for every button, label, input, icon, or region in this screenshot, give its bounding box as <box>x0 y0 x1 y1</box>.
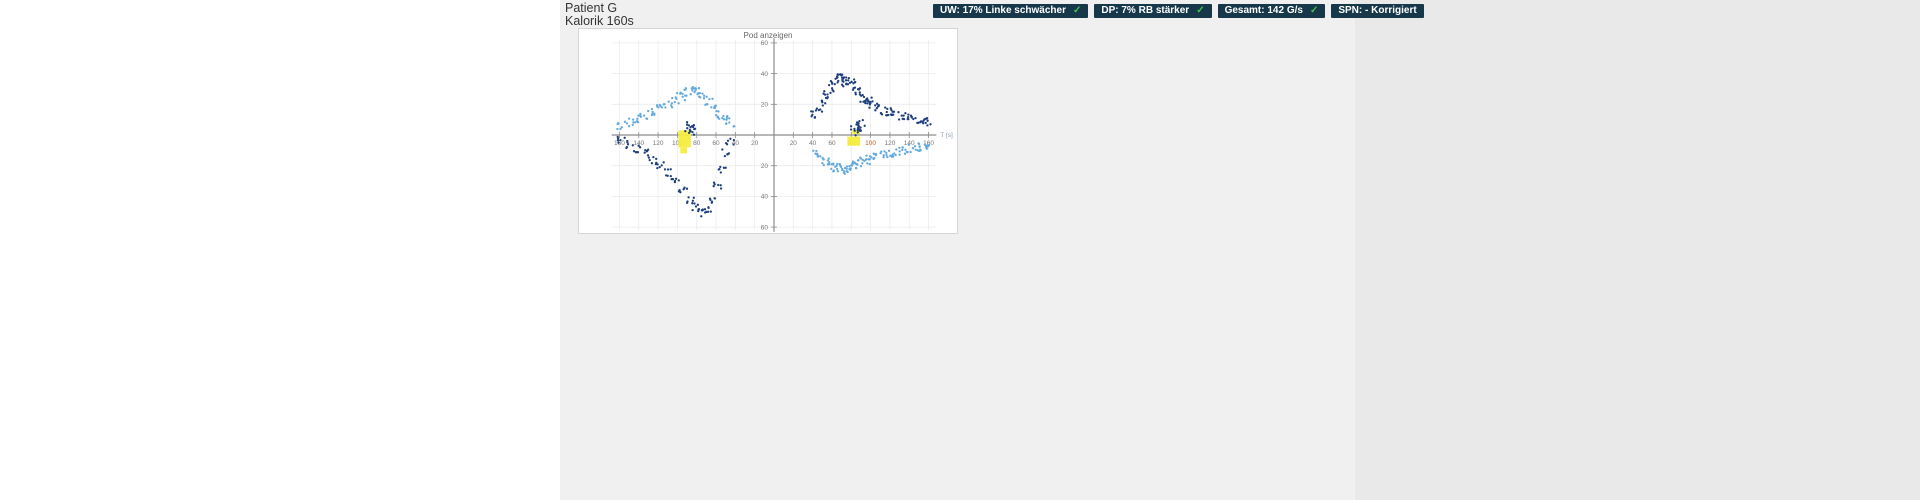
svg-text:80: 80 <box>693 140 701 147</box>
svg-text:40: 40 <box>761 71 769 78</box>
svg-text:60: 60 <box>828 140 836 147</box>
status-badge-3[interactable]: SPN: - Korrigiert <box>1331 4 1424 18</box>
badge-label: Gesamt: 142 G/s <box>1224 5 1303 16</box>
pod-panel: Pod anzeigen1601401201008060402020406080… <box>578 28 958 234</box>
patient-name: Patient G <box>565 1 618 15</box>
badge-label: UW: 17% Linke schwächer <box>940 5 1066 16</box>
check-icon: ✓ <box>1196 5 1205 16</box>
scatter-series-rechts-kalt <box>616 86 736 131</box>
status-badge-2[interactable]: Gesamt: 142 G/s ✓ <box>1217 4 1326 18</box>
check-icon: ✓ <box>1309 5 1319 16</box>
svg-text:160: 160 <box>923 140 934 147</box>
culmination-marker <box>678 130 691 148</box>
svg-text:100: 100 <box>672 140 683 147</box>
svg-text:40: 40 <box>732 140 740 147</box>
pod-plot[interactable]: 1601401201008060402020406080100120140160… <box>579 29 957 233</box>
status-badge-0[interactable]: UW: 17% Linke schwächer ✓ <box>933 4 1089 18</box>
svg-text:20: 20 <box>751 140 759 147</box>
exam-title: Kalorik 160s <box>565 14 634 28</box>
svg-text:20: 20 <box>761 102 769 109</box>
scatter-series-culmination-left <box>684 121 697 136</box>
svg-text:20: 20 <box>790 140 798 147</box>
svg-text:60: 60 <box>761 40 769 47</box>
svg-text:140: 140 <box>904 140 915 147</box>
svg-text:60: 60 <box>712 140 720 147</box>
badge-label: DP: 7% RB stärker <box>1101 5 1190 16</box>
desktop-background <box>1355 0 1920 500</box>
scatter-series-links-warm <box>810 73 932 127</box>
svg-text:40: 40 <box>761 194 769 201</box>
caloric-report-area: Patient G Kalorik 160s UW: 17% Linke sch… <box>560 0 1424 500</box>
report-header: Patient G Kalorik 160s <box>565 2 634 28</box>
svg-text:40: 40 <box>809 140 817 147</box>
scatter-series-links-kalt <box>812 142 931 175</box>
scatter-series-rechts-warm <box>616 135 736 218</box>
svg-text:60: 60 <box>761 224 769 231</box>
svg-text:120: 120 <box>884 140 895 147</box>
status-badge-1[interactable]: DP: 7% RB stärker ✓ <box>1094 4 1212 18</box>
result-badges: UW: 17% Linke schwächer ✓ DP: 7% RB stärke… <box>933 4 1424 18</box>
svg-text:140: 140 <box>633 140 644 147</box>
culmination-marker <box>680 147 688 154</box>
check-icon: ✓ <box>1072 5 1082 16</box>
svg-text:T [s]: T [s] <box>940 132 953 139</box>
scatter-series-culmination-right <box>849 118 866 137</box>
culmination-marker <box>852 129 860 135</box>
svg-text:120: 120 <box>653 140 664 147</box>
badge-label: SPN: - Korrigiert <box>1338 5 1417 16</box>
svg-text:160: 160 <box>614 140 625 147</box>
culmination-marker <box>847 136 860 146</box>
pod-title: Pod anzeigen <box>743 31 793 40</box>
svg-text:100: 100 <box>865 140 876 147</box>
svg-text:20: 20 <box>761 163 769 170</box>
